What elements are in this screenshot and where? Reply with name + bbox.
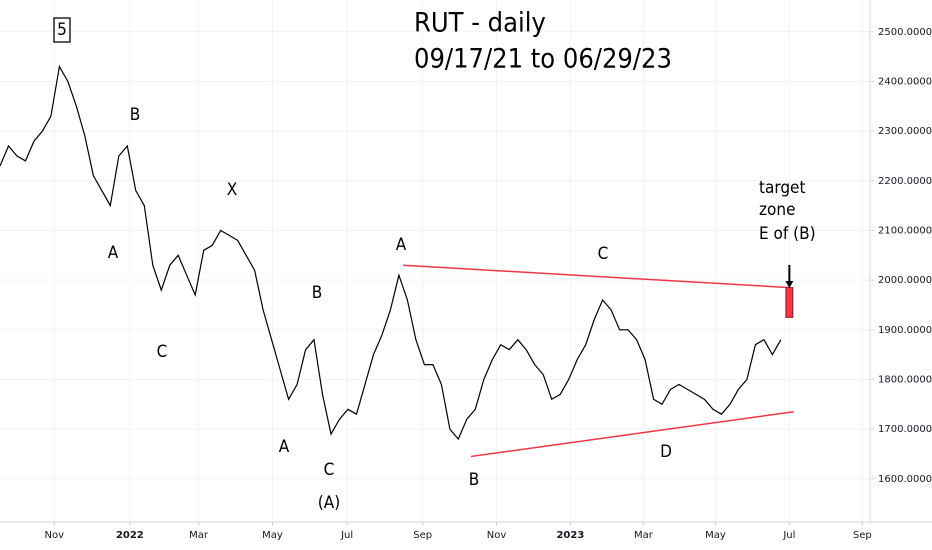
y-tick-label: 2100.0000	[878, 225, 932, 236]
wave-label: A	[108, 243, 119, 263]
y-tick-label: 1900.0000	[878, 325, 932, 336]
chart-title: RUT - daily	[414, 8, 546, 39]
wave-label: X	[227, 180, 237, 200]
wave-label: target	[759, 178, 805, 198]
y-tick-label: 1700.0000	[878, 424, 932, 435]
wave-box	[53, 17, 71, 43]
y-tick-label: 2000.0000	[878, 275, 932, 286]
y-tick-label: 2200.0000	[878, 176, 932, 187]
x-tick-label: 2023	[556, 530, 584, 541]
y-tick-label: 1800.0000	[878, 374, 932, 385]
x-tick-label: Sep	[413, 530, 432, 541]
y-tick-label: 2500.0000	[878, 27, 932, 38]
x-tick-label: Mar	[189, 530, 209, 541]
wave-label: C	[324, 460, 335, 480]
wave-label: B	[469, 470, 480, 490]
wave-label: B	[130, 105, 141, 125]
x-tick-label: Nov	[487, 530, 507, 541]
wave-label: C	[598, 244, 609, 264]
y-tick-label: 2300.0000	[878, 126, 932, 137]
wave-label: C	[157, 342, 168, 362]
x-tick-label: Jul	[340, 530, 353, 541]
x-tick-label: May	[262, 530, 283, 541]
y-tick-label: 2400.0000	[878, 76, 932, 87]
wave-label: (A)	[318, 493, 340, 513]
wave-label: E of (B)	[759, 224, 816, 244]
x-tick-label: Jul	[782, 530, 795, 541]
wave-label: B	[312, 283, 323, 303]
target-zone	[785, 287, 794, 318]
wave-label: A	[279, 437, 290, 457]
arrow-head	[785, 281, 794, 288]
x-tick-label: May	[705, 530, 726, 541]
wave-label: zone	[759, 200, 796, 220]
trendline	[470, 410, 794, 458]
price-line	[0, 64, 782, 441]
x-tick-label: 2022	[116, 530, 144, 541]
x-tick-label: Mar	[634, 530, 654, 541]
grid	[0, 0, 870, 522]
x-tick-label: Nov	[45, 530, 65, 541]
wave-label: A	[396, 235, 407, 255]
y-tick-label: 1600.0000	[878, 474, 932, 485]
wave-label: D	[660, 442, 672, 462]
trendline	[403, 264, 790, 289]
x-tick-label: Sep	[853, 530, 872, 541]
chart-subtitle: 09/17/21 to 06/29/23	[414, 44, 672, 75]
wave-label: 5	[57, 20, 67, 40]
